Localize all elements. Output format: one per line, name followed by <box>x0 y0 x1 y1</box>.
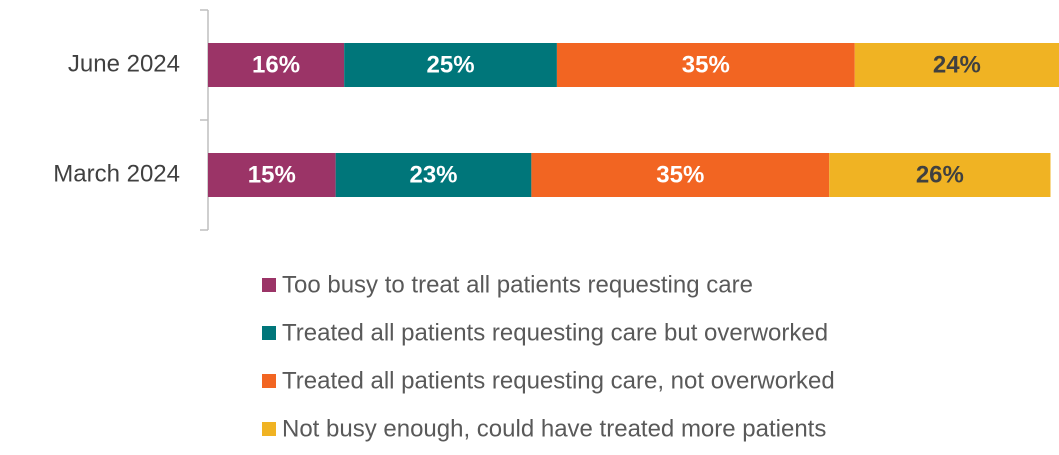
legend-label: Not busy enough, could have treated more… <box>282 415 826 442</box>
category-label: March 2024 <box>53 160 180 187</box>
legend-label: Too busy to treat all patients requestin… <box>282 271 753 298</box>
bar-segment <box>344 43 557 87</box>
data-label: 35% <box>682 51 730 78</box>
legend-swatch <box>262 278 276 292</box>
bar-segment <box>208 43 345 87</box>
data-label: 24% <box>933 51 981 78</box>
data-label: 16% <box>252 51 300 78</box>
data-label: 15% <box>248 161 296 188</box>
data-label: 26% <box>916 161 964 188</box>
data-label: 25% <box>427 51 475 78</box>
bar-segment <box>531 153 830 197</box>
data-label: 35% <box>656 161 704 188</box>
bar-segment <box>829 153 1051 197</box>
bar-segment <box>335 153 532 197</box>
bar-segment <box>556 43 855 87</box>
category-label: June 2024 <box>68 50 180 77</box>
legend-label: Treated all patients requesting care but… <box>282 319 828 346</box>
legend-swatch <box>262 326 276 340</box>
category-axis <box>200 9 209 231</box>
legend-swatch <box>262 374 276 388</box>
data-label: 23% <box>409 161 457 188</box>
legend-label: Treated all patients requesting care, no… <box>282 367 835 394</box>
bar-segment <box>208 153 336 197</box>
bar-segment <box>854 43 1059 87</box>
legend-swatch <box>262 422 276 436</box>
